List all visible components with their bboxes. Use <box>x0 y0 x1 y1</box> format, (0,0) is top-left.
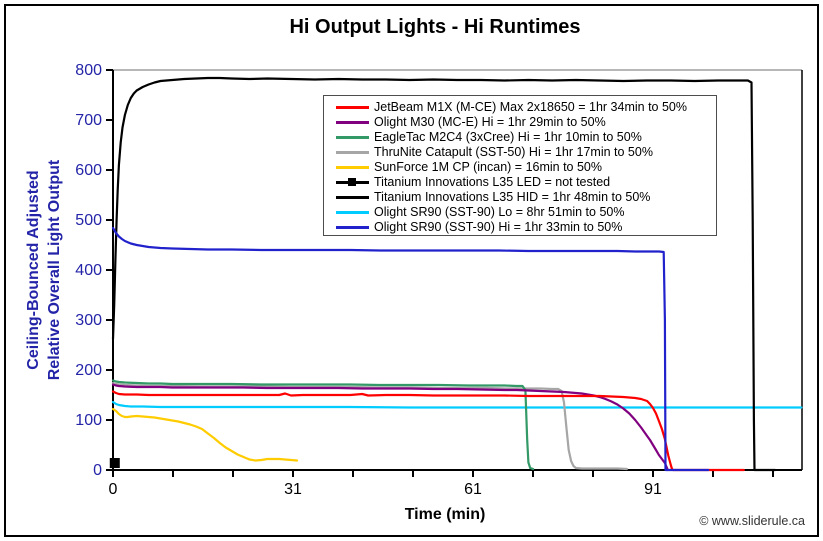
series-line-jetbeam-m1x <box>111 390 745 472</box>
y-tick-label: 800 <box>75 62 102 79</box>
series-line-titanium-l35-hid <box>111 76 777 472</box>
series-point-titanium-l35-led <box>109 458 120 468</box>
y-tick-label: 100 <box>75 412 102 429</box>
y-tick-label: 700 <box>75 112 102 129</box>
chart-title: Hi Output Lights - Hi Runtimes <box>289 16 581 38</box>
legend-label: Olight SR90 (SST-90) Hi = 1hr 33min to 5… <box>374 220 623 235</box>
legend-line-swatch <box>336 211 369 214</box>
x-tick-label: 91 <box>644 481 662 498</box>
legend-label: JetBeam M1X (M-CE) Max 2x18650 = 1hr 34m… <box>374 100 687 115</box>
legend-item: Titanium Innovations L35 HID = 1hr 48min… <box>336 190 716 205</box>
legend-square-marker-icon <box>348 178 356 186</box>
x-axis-title: Time (min) <box>404 506 486 523</box>
series-line-eagletac-m2c4 <box>111 379 535 471</box>
legend-label: Titanium Innovations L35 LED = not teste… <box>374 175 611 190</box>
legend-line-swatch <box>336 226 369 229</box>
series-line-olight-m30 <box>111 383 669 472</box>
legend-label: EagleTac M2C4 (3xCree) Hi = 1hr 10min to… <box>374 130 642 145</box>
legend-item: Olight M30 (MC-E) Hi = 1hr 29min to 50% <box>336 115 716 130</box>
y-tick-label: 200 <box>75 362 102 379</box>
legend-label: Olight SR90 (SST-90) Lo = 8hr 51min to 5… <box>374 205 625 220</box>
legend-label: ThruNite Catapult (SST-50) Hi = 1hr 17mi… <box>374 145 653 160</box>
y-tick-label: 500 <box>75 212 102 229</box>
y-tick-label: 600 <box>75 162 102 179</box>
legend-item: Titanium Innovations L35 LED = not teste… <box>336 175 716 190</box>
x-tick-label: 61 <box>464 481 482 498</box>
legend-line-swatch <box>336 178 369 186</box>
legend-item: SunForce 1M CP (incan) = 16min to 50% <box>336 160 716 175</box>
legend-line-swatch <box>336 121 369 124</box>
legend-item: Olight SR90 (SST-90) Hi = 1hr 33min to 5… <box>336 220 716 235</box>
legend-item: Olight SR90 (SST-90) Lo = 8hr 51min to 5… <box>336 205 716 220</box>
series-line-sunforce-1m-cp <box>111 407 299 462</box>
y-tick-label: 300 <box>75 312 102 329</box>
legend-item: ThruNite Catapult (SST-50) Hi = 1hr 17mi… <box>336 145 716 160</box>
legend-label: Olight M30 (MC-E) Hi = 1hr 29min to 50% <box>374 115 606 130</box>
legend-line-swatch <box>336 166 369 169</box>
legend-line-swatch <box>336 106 369 109</box>
x-tick-label: 0 <box>109 481 118 498</box>
legend-line-swatch <box>336 136 369 139</box>
legend: JetBeam M1X (M-CE) Max 2x18650 = 1hr 34m… <box>323 95 717 236</box>
legend-label: SunForce 1M CP (incan) = 16min to 50% <box>374 160 603 175</box>
legend-label: Titanium Innovations L35 HID = 1hr 48min… <box>374 190 651 205</box>
y-tick-label: 0 <box>93 462 102 479</box>
legend-line-swatch <box>336 196 369 199</box>
watermark: © www.sliderule.ca <box>699 514 805 528</box>
x-tick-label: 31 <box>284 481 302 498</box>
y-tick-label: 400 <box>75 262 102 279</box>
legend-item: JetBeam M1X (M-CE) Max 2x18650 = 1hr 34m… <box>336 100 716 115</box>
series-line-olight-sr90-lo <box>111 400 803 409</box>
series-line-olight-sr90-hi <box>111 226 710 472</box>
legend-item: EagleTac M2C4 (3xCree) Hi = 1hr 10min to… <box>336 130 716 145</box>
legend-line-swatch <box>336 151 369 154</box>
